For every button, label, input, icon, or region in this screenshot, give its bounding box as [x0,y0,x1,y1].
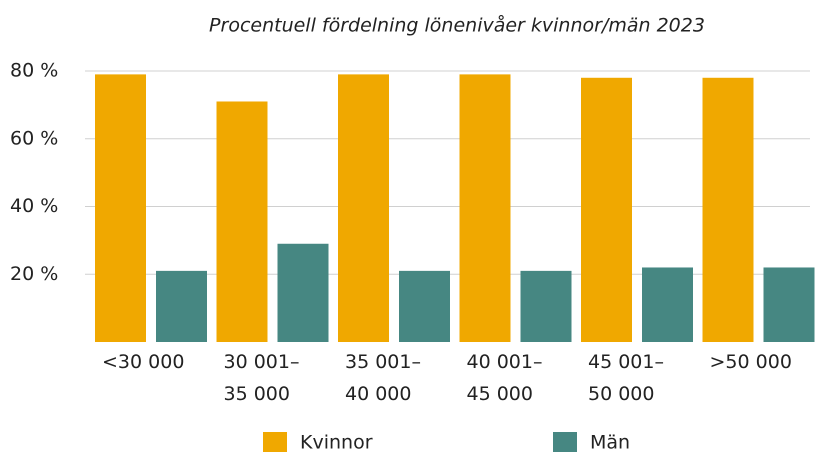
bar [642,267,693,342]
bar [95,74,146,342]
bar [581,77,632,343]
y-tick-label: 80 % [10,60,58,82]
bar [277,243,329,342]
y-tick-label: 40 % [10,195,58,217]
bar [702,77,754,343]
x-tick-label: >50 000 [709,351,792,373]
x-tick-label: 35 001– 40 000 [345,351,421,405]
chart-title: Procentuell fördelning lönenivåer kvinno… [209,14,705,37]
bar [763,267,815,342]
y-tick-label: 20 % [10,263,58,285]
x-tick-label: 40 001– 45 000 [466,351,543,405]
bar [156,270,207,342]
x-tick-label: 30 001– 35 000 [223,351,300,405]
x-tick-label: <30 000 [102,351,185,373]
bar [399,270,450,342]
y-tick-label: 60 % [10,127,58,149]
x-tick-label: 45 001– 50 000 [588,351,664,405]
legend-swatch [553,432,577,452]
bar [216,101,268,342]
bar [520,270,572,342]
legend-swatch [263,432,287,452]
bar [459,74,511,342]
legend-label: Män [590,432,630,454]
legend-label: Kvinnor [300,432,373,454]
bar [338,74,389,342]
